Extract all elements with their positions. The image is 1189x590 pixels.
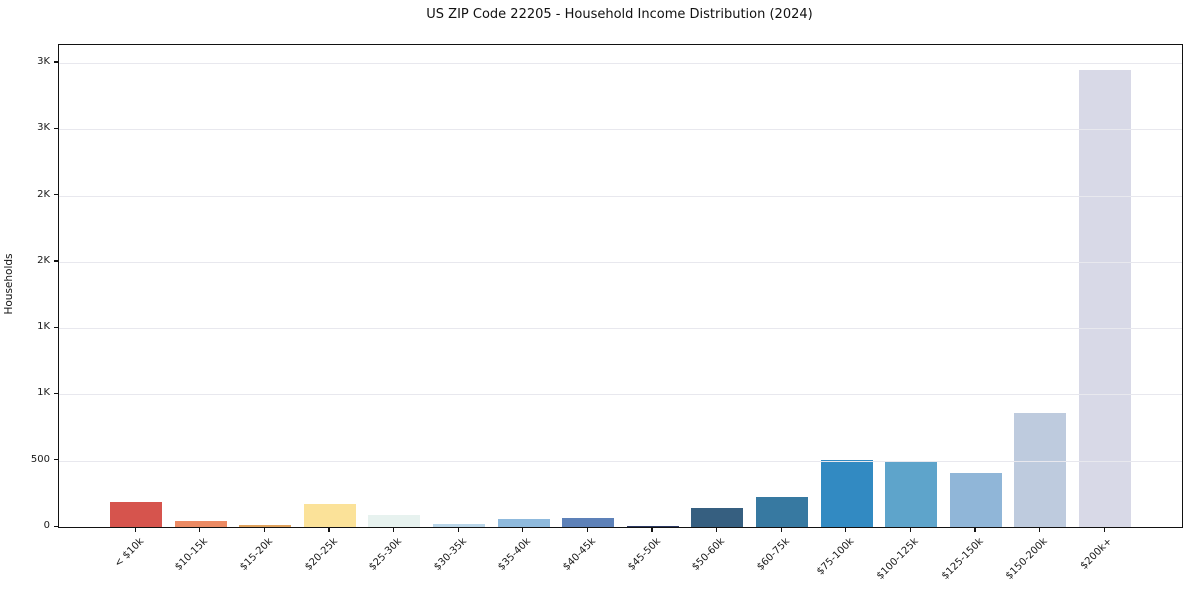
x-tick-mark bbox=[909, 527, 911, 532]
y-tick-label: 0 bbox=[43, 520, 50, 531]
gridline bbox=[59, 195, 1182, 197]
bar-$20-25k bbox=[303, 504, 356, 527]
x-tick-label-text: $125-150k bbox=[939, 536, 986, 582]
y-tick-label: 2K bbox=[37, 254, 50, 266]
y-tick-mark bbox=[53, 61, 58, 63]
gridline bbox=[59, 261, 1182, 263]
x-tick-mark bbox=[263, 527, 265, 532]
bar-$30-35k bbox=[433, 524, 485, 527]
bar-$40-45k bbox=[562, 517, 615, 527]
x-tick-label-text: $45-50k bbox=[625, 536, 663, 573]
x-tick-label-text: $30-35k bbox=[431, 536, 469, 573]
x-tick-label-text: $25-30k bbox=[367, 536, 405, 573]
y-tick-mark bbox=[53, 260, 58, 262]
x-tick-mark bbox=[780, 527, 782, 532]
gridline bbox=[59, 62, 1182, 64]
y-tick-mark bbox=[53, 459, 58, 461]
x-tick-label-text: $60-75k bbox=[754, 536, 792, 573]
x-tick-label-text: $150-200k bbox=[1004, 536, 1051, 582]
chart-title: US ZIP Code 22205 - Household Income Dis… bbox=[426, 7, 813, 22]
bar-$125-150k bbox=[949, 472, 1002, 527]
bar-$35-40k bbox=[497, 518, 550, 527]
x-tick-label-text: $20-25k bbox=[302, 536, 340, 573]
x-tick-mark bbox=[134, 527, 136, 532]
y-axis-label: Households bbox=[3, 253, 15, 315]
bar-$25-30k bbox=[368, 515, 421, 527]
x-tick-mark bbox=[715, 527, 718, 532]
x-tick-mark bbox=[845, 527, 847, 532]
bar-$200k+ bbox=[1079, 69, 1131, 527]
bar-$10-15k bbox=[174, 520, 227, 527]
bar-$75-100k bbox=[820, 459, 873, 527]
x-tick-label-text: $50-60k bbox=[690, 536, 728, 573]
bar-$150-200k bbox=[1014, 412, 1067, 527]
y-tick-label: 3K bbox=[37, 122, 50, 134]
x-tick-mark bbox=[199, 527, 201, 532]
y-tick-label: 2K bbox=[37, 188, 50, 200]
x-tick-mark bbox=[586, 527, 588, 532]
x-tick-mark bbox=[651, 527, 653, 532]
y-tick-label: 1K bbox=[37, 387, 50, 399]
x-tick-label-text: < $10k bbox=[112, 536, 146, 570]
bar-$45-50k bbox=[626, 525, 679, 527]
x-tick-mark bbox=[328, 527, 330, 532]
gridline bbox=[59, 328, 1182, 330]
x-tick-mark bbox=[1038, 527, 1041, 532]
bar-$100-125k bbox=[885, 461, 938, 527]
y-tick-mark bbox=[53, 525, 58, 527]
x-tick-label-text: $200k+ bbox=[1078, 536, 1115, 572]
gridline bbox=[59, 460, 1182, 462]
y-tick-mark bbox=[53, 392, 58, 395]
y-tick-mark bbox=[53, 127, 58, 129]
x-tick-label-text: $100-125k bbox=[875, 536, 921, 582]
x-tick-mark bbox=[392, 527, 395, 532]
plot-area bbox=[58, 44, 1183, 528]
x-tick-label-text: $15-20k bbox=[238, 536, 275, 573]
y-tick-label: 500 bbox=[30, 453, 50, 465]
bar-< $10k bbox=[110, 502, 162, 527]
bar-$50-60k bbox=[691, 508, 744, 527]
gridline bbox=[59, 129, 1182, 131]
x-tick-label-text: $75-100k bbox=[814, 536, 857, 578]
x-tick-label-text: $35-40k bbox=[496, 536, 534, 573]
bar-$15-20k bbox=[239, 525, 292, 527]
bar-$60-75k bbox=[756, 496, 808, 527]
y-tick-mark bbox=[53, 194, 58, 196]
x-tick-mark bbox=[974, 527, 976, 532]
y-tick-label: 3K bbox=[37, 55, 50, 67]
x-tick-mark bbox=[1103, 527, 1105, 532]
gridline bbox=[59, 394, 1182, 396]
x-tick-label-text: $10-15k bbox=[173, 536, 211, 573]
y-tick-mark bbox=[53, 326, 58, 328]
x-tick-mark bbox=[457, 527, 459, 532]
x-tick-label-text: $40-45k bbox=[561, 536, 598, 573]
y-tick-label: 1K bbox=[37, 321, 50, 333]
x-tick-mark bbox=[522, 527, 524, 532]
